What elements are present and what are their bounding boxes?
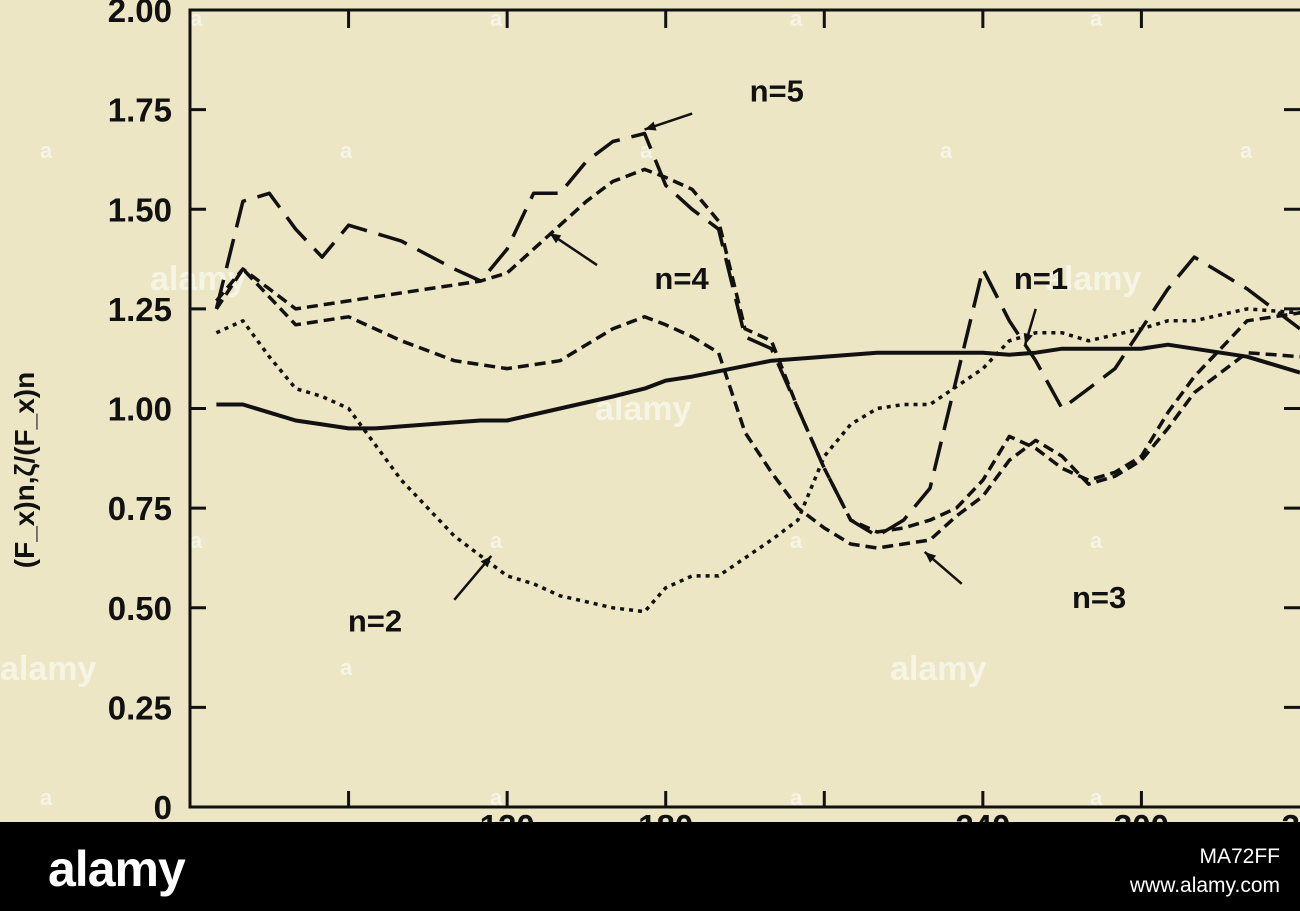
series-label: n=5 <box>750 74 804 109</box>
plot-area <box>0 0 1300 822</box>
watermark-text: a <box>490 6 503 31</box>
y-tick-label: 1.75 <box>108 92 172 129</box>
y-tick-label: 1.25 <box>108 291 172 328</box>
image-credit: MA72FF www.alamy.com <box>1130 842 1280 900</box>
watermark-text: a <box>40 785 53 810</box>
brand-logo: alamy <box>48 841 186 897</box>
y-tick-label: 0 <box>154 789 172 822</box>
series-label: n=1 <box>1014 261 1068 296</box>
watermark-text: a <box>40 138 53 163</box>
watermark-text: a <box>1240 138 1253 163</box>
axes: 0 0.25 0.50 0.75 1.00 1.25 1.50 1.75 2.00 120 180 2… <box>108 0 1300 822</box>
y-axis-label: (F_x)n,ζ/(F_x)n <box>9 372 40 568</box>
watermark-text: a <box>340 655 353 680</box>
x-tick-label: 300 <box>1114 808 1169 822</box>
y-tick-label: 1.00 <box>108 391 172 428</box>
watermark-text: a <box>190 528 203 553</box>
watermark-text: a <box>940 138 953 163</box>
x-tick-label: 36 <box>1282 808 1300 822</box>
watermark-text: alamy <box>0 650 96 688</box>
watermark-text: a <box>1090 6 1103 31</box>
y-tick-label: 0.25 <box>108 689 172 726</box>
y-tick-label: 0.75 <box>108 490 172 527</box>
site-url: www.alamy.com <box>1129 874 1280 897</box>
series-label: n=3 <box>1072 580 1126 615</box>
y-tick-label: 1.50 <box>108 191 172 228</box>
label-arrowhead <box>924 551 937 563</box>
series-layer <box>214 131 1300 614</box>
series-line-n-3 <box>214 267 1300 550</box>
label-arrowhead <box>1023 332 1033 345</box>
x-tick-label: 180 <box>638 808 693 822</box>
watermark-layer: alamy alamy alamy alamy alamy a a a a a … <box>0 6 1253 810</box>
y-tick-label: 0.50 <box>108 590 172 627</box>
watermark-text: a <box>490 785 503 810</box>
watermark-text: a <box>1090 785 1103 810</box>
series-line-n-5 <box>214 131 1300 538</box>
series-label: n=4 <box>654 261 709 296</box>
series-line-n-1 <box>216 342 1300 431</box>
x-tick-label: 120 <box>480 808 535 822</box>
watermark-text: alamy <box>1045 260 1141 298</box>
image-id: MA72FF <box>1199 845 1280 868</box>
label-arrowhead <box>480 555 492 568</box>
series-labels: n=5 n=4 n=1 n=2 n=3 <box>348 74 1126 639</box>
watermark-text: a <box>1090 528 1103 553</box>
x-tick-label: 240 <box>955 808 1010 822</box>
watermark-text: a <box>790 785 803 810</box>
watermark-text: alamy <box>890 650 986 688</box>
watermark-text: a <box>790 6 803 31</box>
label-arrowhead <box>549 233 562 244</box>
watermark-text: a <box>790 528 803 553</box>
series-line-n-2 <box>215 307 1300 614</box>
y-tick-label: 2.00 <box>108 0 172 29</box>
watermark-text: a <box>490 528 503 553</box>
watermark-text: alamy <box>150 260 246 298</box>
watermark-text: a <box>190 6 203 31</box>
label-arrowhead <box>644 121 657 131</box>
watermark-text: a <box>340 138 353 163</box>
chart: alamy alamy alamy alamy alamy a a a a a … <box>0 0 1300 822</box>
series-label: n=2 <box>348 604 402 639</box>
plot-frame <box>188 8 1300 809</box>
footer-bar: alamy MA72FF www.alamy.com <box>0 822 1300 911</box>
